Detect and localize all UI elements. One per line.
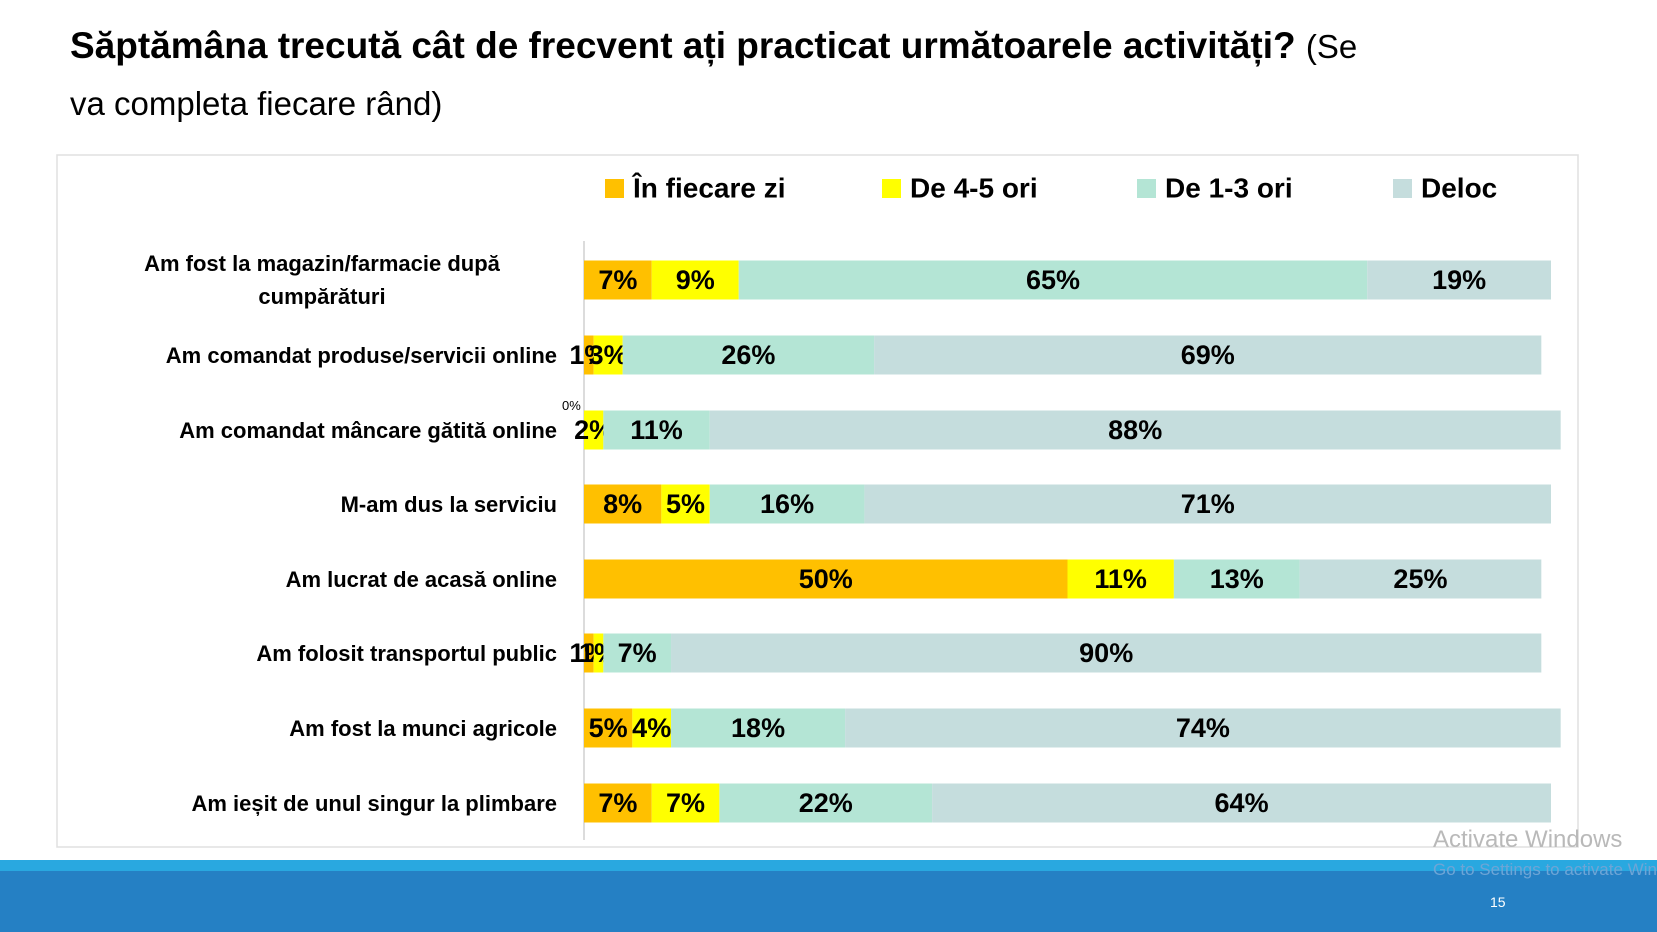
bar-segment — [584, 484, 662, 524]
category-label: Am folosit transportul public — [87, 613, 557, 693]
category-text: Am folosit transportul public — [256, 640, 557, 666]
bar-segment — [603, 410, 710, 450]
legend-label: Deloc — [1421, 172, 1497, 203]
bar-segment — [738, 260, 1368, 300]
chart-subtitle: (Se va completa fiecare rând) — [70, 28, 1358, 122]
bar-segment — [584, 708, 633, 748]
footer-band — [0, 860, 1657, 932]
bar-segment — [632, 708, 672, 748]
category-text: Am fost la munci agricole — [289, 715, 557, 741]
category-label: Am lucrat de acasă online — [87, 539, 557, 619]
bar-segment — [651, 260, 739, 300]
legend-swatch — [882, 179, 901, 198]
category-label: Am comandat mâncare gătită online — [87, 390, 557, 470]
data-label: 3% — [589, 340, 628, 370]
category-label: M-am dus la serviciu — [87, 464, 557, 544]
bar-segment — [584, 559, 1068, 599]
data-label: 69% — [1181, 340, 1235, 370]
bar-segment — [671, 633, 1542, 673]
data-label: 26% — [721, 340, 775, 370]
bar-segment — [709, 410, 1561, 450]
legend-label: De 4-5 ori — [910, 172, 1038, 203]
bar-segment — [584, 260, 652, 300]
bar-segment — [1299, 559, 1542, 599]
data-label: 50% — [799, 564, 853, 594]
category-text: M-am dus la serviciu — [340, 491, 557, 517]
bar-segment — [1367, 260, 1551, 300]
category-text: Am fost la magazin/farmacie după cumpără… — [144, 251, 500, 309]
bar-segment — [864, 484, 1551, 524]
legend-label: În fiecare zi — [631, 172, 786, 203]
data-label: 8% — [603, 489, 642, 519]
bar-segment — [584, 335, 594, 375]
data-label: 7% — [618, 638, 657, 668]
data-label: 11% — [630, 415, 683, 445]
data-label: 16% — [760, 489, 814, 519]
data-label: 65% — [1026, 265, 1080, 295]
data-label: 25% — [1393, 564, 1447, 594]
data-label: 5% — [589, 713, 628, 743]
data-label: 64% — [1215, 788, 1269, 818]
bar-segment — [584, 633, 594, 673]
data-label: 11% — [1094, 564, 1147, 594]
data-label: 74% — [1176, 713, 1230, 743]
bar-segment — [584, 783, 652, 823]
data-label: 5% — [666, 489, 705, 519]
data-label: 7% — [598, 265, 637, 295]
data-label: 19% — [1432, 265, 1486, 295]
data-label: 88% — [1108, 415, 1162, 445]
footer-stripe — [0, 860, 1657, 871]
bar-segment — [584, 410, 604, 450]
data-label: 18% — [731, 713, 785, 743]
bar-segment — [661, 484, 710, 524]
category-text: Am comandat produse/servicii online — [165, 342, 557, 368]
bar-segment — [651, 783, 720, 823]
bar-segment — [719, 783, 933, 823]
data-label: 90% — [1079, 638, 1133, 668]
bar-segment — [1067, 559, 1174, 599]
bar-segment — [671, 708, 846, 748]
bar-segment — [622, 335, 875, 375]
data-label: 7% — [666, 788, 705, 818]
data-label: 71% — [1181, 489, 1235, 519]
data-label: 13% — [1210, 564, 1264, 594]
bar-segment — [709, 484, 865, 524]
bar-segment — [593, 633, 604, 673]
title-block: Săptămâna trecută cât de frecvent ați pr… — [70, 18, 1390, 132]
category-label: Am fost la munci agricole — [87, 688, 557, 768]
legend-label: De 1-3 ori — [1165, 172, 1293, 203]
legend-swatch — [1137, 179, 1156, 198]
bar-segment — [845, 708, 1561, 748]
category-label: Am comandat produse/servicii online — [87, 315, 557, 395]
bar-segment — [874, 335, 1542, 375]
bar-segment — [932, 783, 1551, 823]
data-label: 4% — [632, 713, 671, 743]
bar-segment — [593, 335, 623, 375]
data-label: 22% — [799, 788, 853, 818]
data-label: 9% — [676, 265, 715, 295]
category-text: Am lucrat de acasă online — [285, 566, 557, 592]
watermark: Activate Windows — [1433, 826, 1623, 853]
page-number: 15 — [1490, 894, 1506, 910]
watermark-hint: Go to Settings to activate Windows. — [1433, 860, 1657, 879]
chart-title: Săptămâna trecută cât de frecvent ați pr… — [70, 25, 1296, 66]
bar-segment — [603, 633, 672, 673]
data-label: 7% — [598, 788, 637, 818]
data-label: 0% — [562, 398, 581, 413]
category-label: Am ieșit de unul singur la plimbare — [87, 763, 557, 843]
category-text: Am ieșit de unul singur la plimbare — [191, 790, 557, 816]
bar-segment — [1173, 559, 1300, 599]
category-label: Am fost la magazin/farmacie după cumpără… — [87, 240, 557, 320]
legend-swatch — [1393, 179, 1412, 198]
legend-swatch — [605, 179, 624, 198]
category-text: Am comandat mâncare gătită online — [179, 417, 557, 443]
